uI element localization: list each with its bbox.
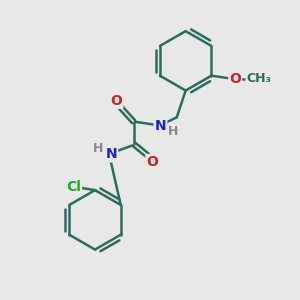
Text: Cl: Cl bbox=[66, 180, 81, 194]
Text: O: O bbox=[146, 155, 158, 169]
Text: H: H bbox=[168, 125, 178, 138]
Text: N: N bbox=[154, 119, 166, 133]
Text: O: O bbox=[110, 94, 122, 108]
Text: O: O bbox=[229, 72, 241, 86]
Text: H: H bbox=[93, 142, 103, 155]
Text: CH₃: CH₃ bbox=[247, 72, 272, 85]
Text: N: N bbox=[106, 148, 117, 161]
